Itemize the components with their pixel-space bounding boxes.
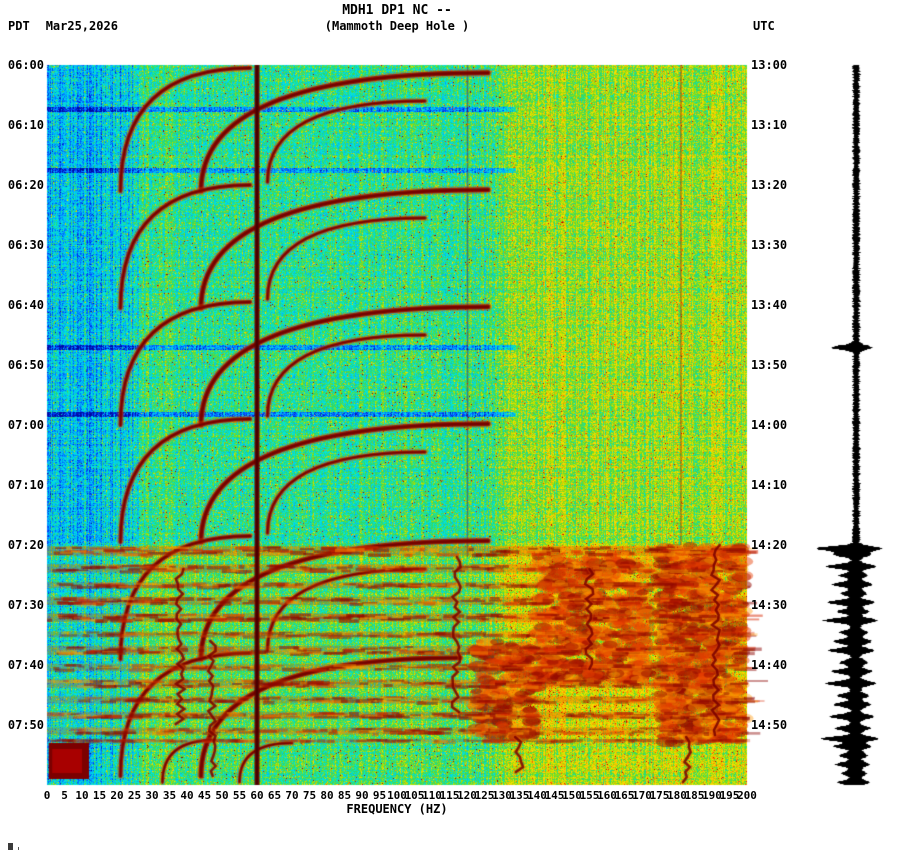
pdt-tick-label: 06:10 [7, 118, 44, 132]
freq-tick-label: 40 [180, 789, 194, 802]
timezone-right-label: UTC [753, 19, 775, 33]
freq-tick-label: 5 [61, 789, 68, 802]
freq-tick-label: 35 [162, 789, 177, 802]
freq-tick-label: 180 [667, 789, 687, 802]
pdt-tick-label: 07:50 [7, 718, 44, 732]
utc-tick-label: 13:20 [751, 178, 788, 192]
pdt-tick-label: 07:40 [7, 658, 44, 672]
freq-axis-title: FREQUENCY (HZ) [346, 802, 448, 816]
freq-tick-label: 155 [579, 789, 600, 802]
utc-tick-label: 13:40 [751, 298, 788, 312]
freq-tick-label: 120 [457, 789, 477, 802]
freq-tick-label: 110 [422, 789, 442, 802]
freq-tick-label: 90 [355, 789, 369, 802]
freq-tick-label: 175 [649, 789, 670, 802]
freq-tick-label: 95 [372, 789, 387, 802]
freq-tick-label: 195 [719, 789, 740, 802]
utc-tick-label: 14:30 [751, 598, 788, 612]
utc-tick-label: 14:20 [751, 538, 788, 552]
pdt-tick-label: 07:20 [7, 538, 44, 552]
freq-tick-label: 75 [302, 789, 317, 802]
freq-tick-label: 150 [562, 789, 582, 802]
utc-tick-label: 13:10 [751, 118, 788, 132]
freq-tick-label: 10 [75, 789, 89, 802]
station-subtitle: (Mammoth Deep Hole ) [324, 19, 470, 33]
freq-tick-label: 130 [492, 789, 512, 802]
corner-artifact [8, 843, 13, 850]
freq-tick-label: 200 [737, 789, 757, 802]
freq-tick-label: 115 [439, 789, 460, 802]
freq-tick-label: 165 [614, 789, 635, 802]
utc-tick-label: 14:10 [751, 478, 788, 492]
freq-tick-label: 140 [527, 789, 547, 802]
pdt-tick-label: 07:00 [7, 418, 44, 432]
freq-tick-label: 170 [632, 789, 652, 802]
pdt-tick-label: 07:10 [7, 478, 44, 492]
freq-tick-label: 55 [232, 789, 247, 802]
pdt-tick-label: 06:30 [7, 238, 44, 252]
utc-tick-label: 14:00 [751, 418, 788, 432]
freq-tick-label: 105 [404, 789, 425, 802]
pdt-tick-label: 07:30 [7, 598, 44, 612]
utc-tick-label: 13:00 [751, 58, 788, 72]
date-label: Mar25,2026 [45, 19, 118, 33]
freq-tick-label: 80 [320, 789, 334, 802]
freq-tick-label: 25 [127, 789, 142, 802]
freq-tick-label: 85 [337, 789, 352, 802]
utc-tick-label: 13:50 [751, 358, 788, 372]
freq-tick-label: 45 [197, 789, 212, 802]
pdt-tick-label: 06:20 [7, 178, 44, 192]
freq-tick-label: 70 [285, 789, 299, 802]
freq-tick-label: 100 [387, 789, 407, 802]
freq-tick-label: 190 [702, 789, 722, 802]
freq-tick-label: 60 [250, 789, 264, 802]
pdt-tick-label: 06:40 [7, 298, 44, 312]
left-timezone-and-date: PDT Mar25,2026 [8, 19, 118, 33]
timezone-left-label: PDT [8, 19, 30, 33]
freq-tick-label: 0 [43, 789, 51, 802]
freq-tick-label: 50 [215, 789, 229, 802]
utc-tick-label: 13:30 [751, 238, 788, 252]
utc-tick-label: 14:50 [751, 718, 788, 732]
freq-tick-label: 145 [544, 789, 565, 802]
freq-tick-label: 160 [597, 789, 617, 802]
pdt-tick-label: 06:50 [7, 358, 44, 372]
pdt-tick-label: 06:00 [7, 58, 44, 72]
freq-tick-label: 20 [110, 789, 124, 802]
page-title: MDH1 DP1 NC -- [342, 3, 452, 18]
freq-tick-label: 185 [684, 789, 705, 802]
utc-tick-label: 14:40 [751, 658, 788, 672]
freq-tick-label: 65 [267, 789, 282, 802]
freq-tick-label: 135 [509, 789, 530, 802]
freq-tick-label: 15 [92, 789, 107, 802]
freq-tick-label: 125 [474, 789, 495, 802]
freq-tick-label: 30 [145, 789, 159, 802]
